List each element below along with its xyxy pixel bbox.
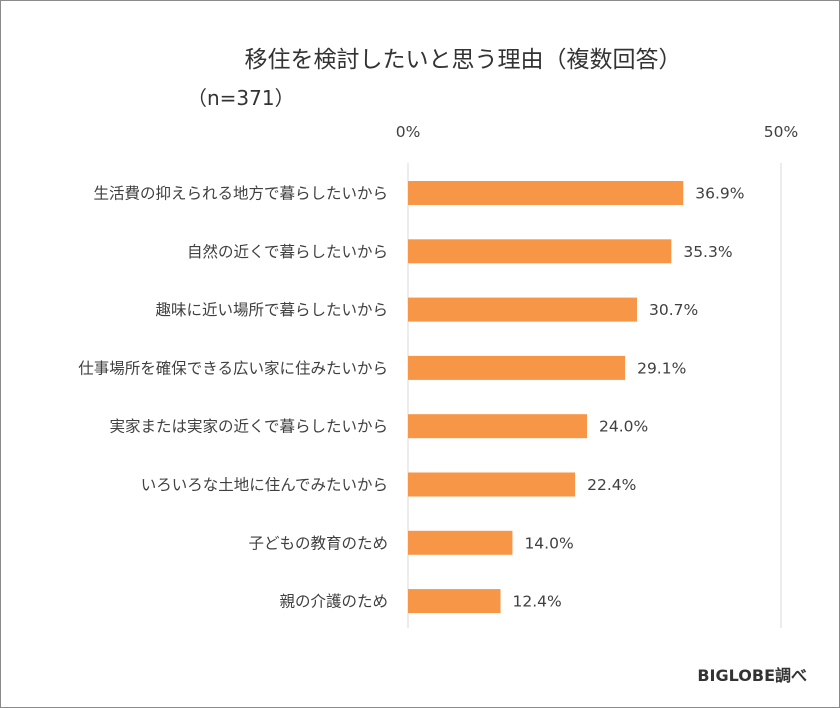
chart-title: 移住を検討したいと思う理由（複数回答） <box>245 47 682 73</box>
bar <box>408 414 588 439</box>
data-label: 35.3% <box>683 243 732 261</box>
data-label: 30.7% <box>649 301 698 319</box>
bar <box>408 239 672 264</box>
data-labels: 36.9% 35.3% 30.7% 29.1% 24.0% 22.4% 14.0% 12.4% <box>513 185 745 611</box>
category-label: 子どもの教育のため <box>248 534 388 552</box>
bar <box>408 589 501 614</box>
category-label: 実家または実家の近くで暮らしたいから <box>109 418 388 436</box>
bar <box>408 297 638 322</box>
x-tick-label: 50% <box>764 123 798 141</box>
category-label: 生活費の抑えられる地方で暮らしたいから <box>93 185 388 203</box>
category-label: 趣味に近い場所で暮らしたいから <box>155 301 388 319</box>
data-label: 29.1% <box>637 359 686 377</box>
data-label: 24.0% <box>599 418 648 436</box>
bar <box>408 355 626 380</box>
bars <box>408 181 684 614</box>
category-label: いろいろな土地に住んでみたいから <box>141 476 388 494</box>
gridlines <box>407 163 782 628</box>
data-label: 12.4% <box>513 593 562 611</box>
data-label: 22.4% <box>587 476 636 494</box>
category-label: 親の介護のため <box>279 593 388 611</box>
category-label: 自然の近くで暮らしたいから <box>187 243 388 261</box>
bar <box>408 472 576 497</box>
category-labels: 生活費の抑えられる地方で暮らしたいから自然の近くで暮らしたいから趣味に近い場所で… <box>78 185 388 611</box>
bar <box>408 181 684 205</box>
source-note: BIGLOBE調べ <box>697 666 807 685</box>
data-label: 14.0% <box>524 534 573 552</box>
axis-ticks: 0% 50% <box>396 123 799 141</box>
x-tick-label: 0% <box>396 123 421 141</box>
chart-subtitle: （n=371） <box>187 86 295 110</box>
data-label: 36.9% <box>695 185 744 203</box>
category-label: 仕事場所を確保できる広い家に住みたいから <box>78 359 388 377</box>
bar <box>408 530 513 555</box>
